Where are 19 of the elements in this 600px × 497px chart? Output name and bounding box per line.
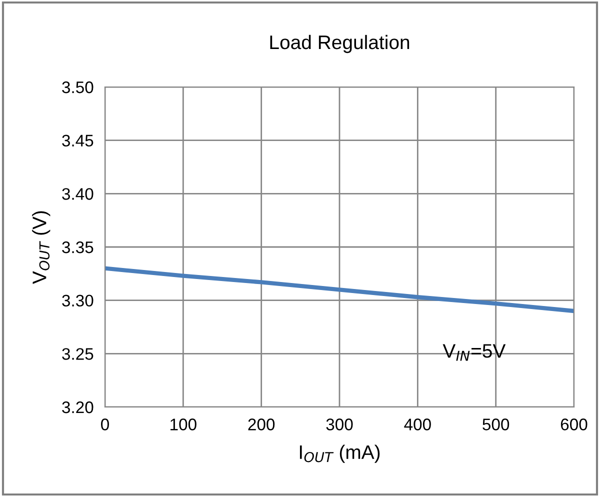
y-axis-title: V$_{OUT}$ (V) <box>32 211 50 284</box>
y-tick-label: 3.35 <box>62 241 94 254</box>
x-tick-label: 0 <box>101 418 109 430</box>
x-tick-label: 100 <box>170 418 196 430</box>
y-tick-label: 3.20 <box>62 401 94 414</box>
y-tick-label: 3.45 <box>62 134 94 147</box>
y-tick-label: 3.25 <box>62 348 94 360</box>
y-tick-label: 3.40 <box>62 188 94 200</box>
x-axis-title: I$_{OUT}$ (mA) <box>300 444 380 463</box>
x-tick-label: 600 <box>560 418 588 430</box>
x-tick-label: 300 <box>326 418 353 430</box>
x-tick-label: 200 <box>248 418 275 430</box>
y-tick-label: 3.30 <box>62 294 94 307</box>
chart-title: Load Regulation <box>270 34 410 54</box>
x-tick-label: 500 <box>482 418 510 430</box>
line-series <box>105 266 574 314</box>
x-tick-label: 400 <box>404 418 431 430</box>
annotation: V$_{IN}$=5V <box>442 344 506 361</box>
y-tick-label: 3.50 <box>62 81 94 94</box>
